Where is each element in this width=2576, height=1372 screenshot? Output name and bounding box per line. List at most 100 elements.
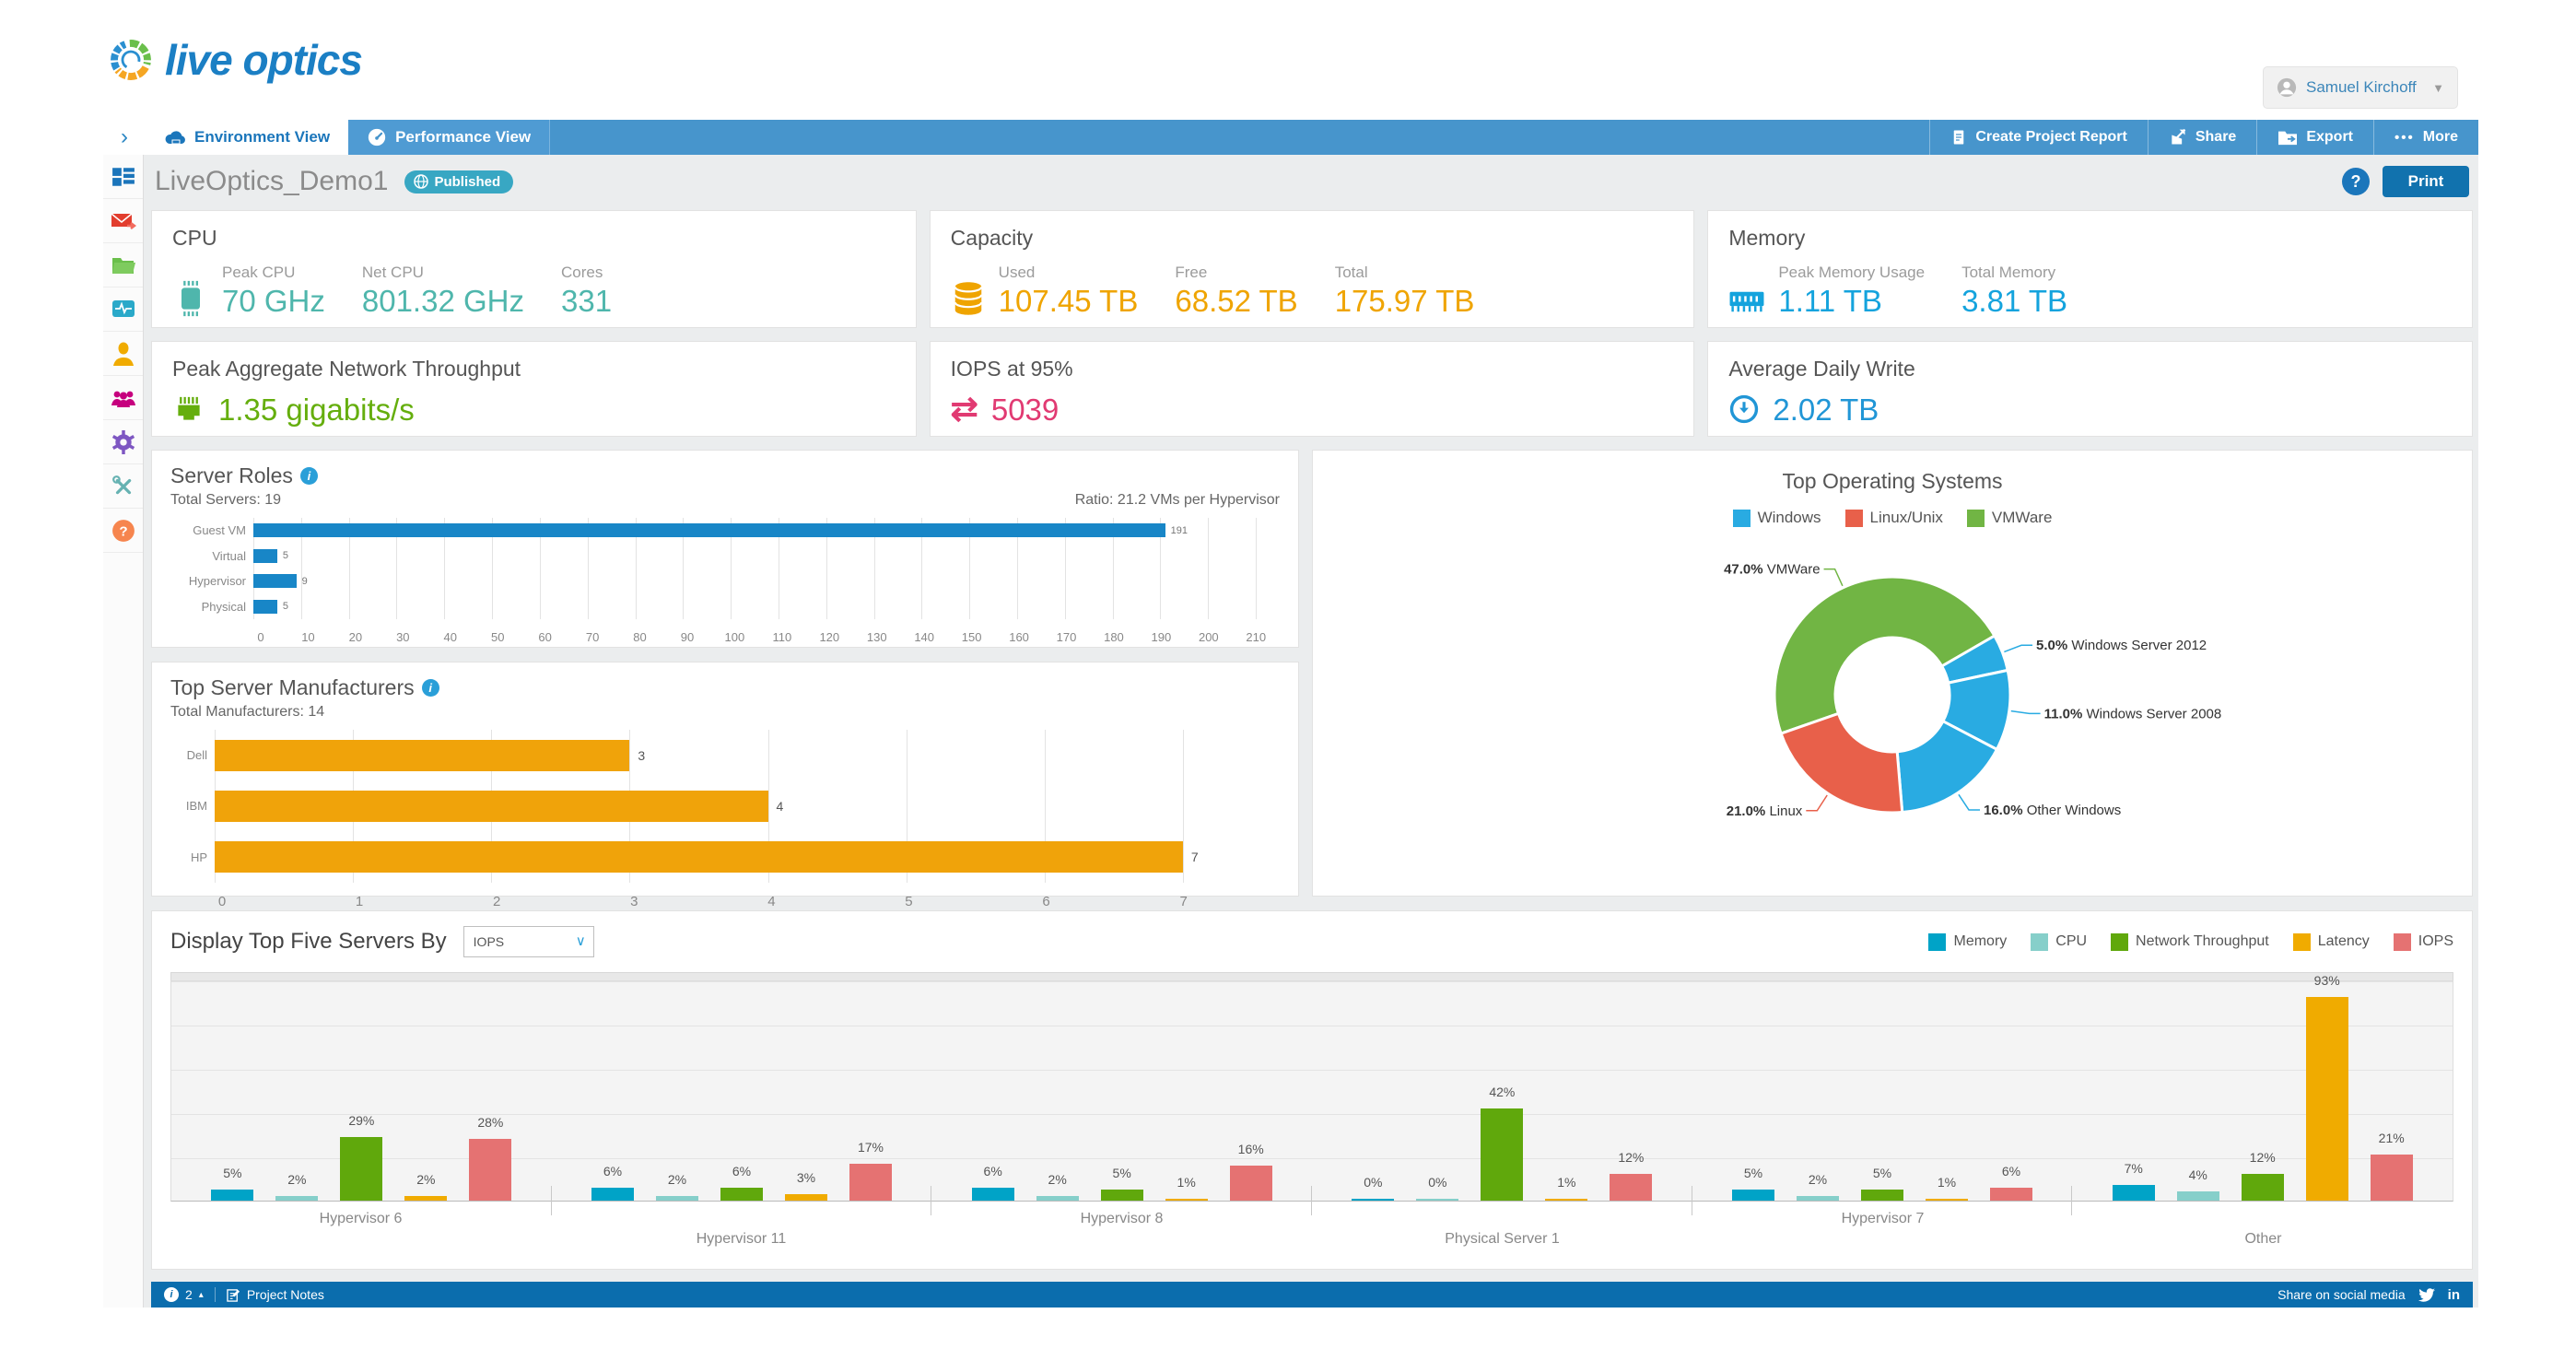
top-servers-category-labels: Hypervisor 6 Hypervisor 11 Hypervisor 8 Phy…	[170, 1202, 2453, 1255]
navbar-spacer	[550, 120, 1929, 155]
bar-value-label: 5	[282, 601, 289, 613]
axis-tick-label: 180	[1104, 630, 1124, 644]
top-servers-metric-select[interactable]: IOPS	[463, 926, 594, 957]
donut-slice	[1773, 575, 1996, 736]
project-notes-button[interactable]: Project Notes	[227, 1287, 324, 1302]
chart-scrollbar[interactable]	[170, 972, 2453, 980]
group-label: Other	[2244, 1231, 2282, 1247]
export-folder-icon	[2278, 131, 2298, 146]
action-label: Create Project Report	[1975, 129, 2127, 145]
mail-icon	[110, 212, 136, 229]
more-button[interactable]: ••• More	[2373, 120, 2478, 155]
top-servers-panel: Display Top Five Servers By IOPS ∨ Memor…	[151, 910, 2473, 1270]
card-title: Average Daily Write	[1728, 357, 1915, 381]
arrows-left-right-icon: ⇄	[950, 390, 978, 428]
metric-value: 1.35 gigabits/s	[218, 393, 415, 427]
donut-slice	[1779, 711, 1904, 815]
legend-item: Network Throughput	[2111, 932, 2269, 951]
bar: 5%	[211, 1166, 254, 1201]
bar-value-label: 12%	[2249, 1150, 2276, 1166]
document-icon	[1954, 130, 1964, 145]
sidebar-item-team[interactable]	[103, 376, 143, 420]
sidebar-item-dashboard[interactable]	[103, 155, 143, 199]
legend-item: Latency	[2292, 932, 2370, 951]
metric-label: Peak Memory Usage	[1778, 264, 1926, 281]
bar	[253, 599, 277, 614]
twitter-icon[interactable]	[2418, 1287, 2435, 1302]
donut-slice-label: 11.0% Windows Server 2008	[2044, 706, 2222, 721]
grid-line	[1256, 518, 1258, 619]
info-icon[interactable]: i	[299, 467, 318, 485]
sidebar-item-help[interactable]: ?	[103, 509, 143, 553]
sidebar-item-user[interactable]	[103, 332, 143, 376]
grid-line	[1160, 518, 1162, 619]
bar: 6%	[591, 1164, 634, 1201]
page-title: LiveOptics_Demo1	[155, 166, 389, 196]
user-menu[interactable]: Samuel Kirchoff ▼	[2263, 66, 2458, 109]
bar-value-label: 16%	[1237, 1141, 1264, 1156]
grid-line	[1017, 518, 1019, 619]
axis-tick-label: 80	[633, 630, 647, 644]
legend-label: Latency	[2317, 933, 2370, 949]
grid-line	[731, 518, 732, 619]
bar-value-label: 1%	[1177, 1174, 1196, 1190]
network-throughput-card: Peak Aggregate Network Throughput 1.35 g…	[151, 341, 917, 437]
top-operating-systems-panel: Top Operating Systems Windows Linux/Unix V…	[1312, 450, 2473, 897]
print-button[interactable]: Print	[2383, 166, 2469, 197]
export-button[interactable]: Export	[2256, 120, 2373, 155]
axis-tick-label: 210	[1246, 630, 1267, 644]
manufacturers-panel: Top Server Manufacturers i Total Manufac…	[151, 662, 1299, 909]
action-label: More	[2422, 129, 2458, 145]
notes-icon	[227, 1288, 240, 1302]
donut-slice-label: 5.0% Windows Server 2012	[2036, 638, 2207, 653]
sidebar-item-mail[interactable]	[103, 199, 143, 243]
action-label: Export	[2306, 129, 2353, 145]
globe-icon	[414, 174, 429, 189]
legend-label: Linux/Unix	[1869, 509, 1943, 526]
notes-count-toggle[interactable]: i 2 ▴	[164, 1287, 204, 1302]
sidebar-collapse-button[interactable]: ›	[103, 120, 146, 155]
grid-line	[683, 518, 685, 619]
main-area: ? LiveOptics_Demo1 Published ? Pri	[103, 155, 2478, 1308]
grid-line	[253, 518, 254, 619]
linkedin-icon[interactable]: in	[2447, 1286, 2460, 1303]
chart-row: 5	[253, 548, 1280, 563]
bar-value-label: 6%	[732, 1163, 752, 1179]
tab-environment-view[interactable]: Environment View	[146, 120, 349, 155]
bar: 2%	[1036, 1172, 1079, 1201]
bar-value-label: 0%	[1428, 1175, 1447, 1190]
dashboard-icon	[111, 167, 135, 186]
legend-item: IOPS	[2393, 932, 2453, 951]
server-roles-axis: 0 10 20 30 40 50 60 70 80 90 100 110 120 130 140 150 160…	[257, 627, 1280, 647]
card-title: Memory	[1728, 226, 1806, 250]
group-label: Hypervisor 11	[696, 1231, 787, 1247]
bar-value-label: 7%	[2124, 1161, 2143, 1177]
axis-tick-label: 120	[819, 630, 840, 644]
bar-value-label: 4	[776, 798, 784, 814]
category-label: IBM	[185, 799, 207, 814]
help-button[interactable]: ?	[2342, 168, 2370, 195]
top-servers-title: Display Top Five Servers By	[170, 929, 447, 954]
sidebar-item-projects-folder[interactable]	[103, 243, 143, 287]
metric-label: Used	[998, 264, 1036, 281]
share-button[interactable]: Share	[2147, 120, 2256, 155]
grid-line	[587, 518, 589, 619]
legend-swatch	[1732, 509, 1751, 527]
info-icon[interactable]: i	[421, 679, 439, 697]
create-project-report-button[interactable]: Create Project Report	[1929, 120, 2148, 155]
axis-tick-label: 150	[961, 630, 982, 644]
sidebar-item-tools[interactable]	[103, 464, 143, 509]
axis-tick-label: 50	[490, 630, 505, 644]
sidebar-item-settings[interactable]	[103, 420, 143, 464]
tab-performance-view[interactable]: Performance View	[348, 120, 551, 155]
metric-value: 5039	[990, 393, 1060, 427]
footer-bar: i 2 ▴ Project Notes Share on social medi…	[151, 1282, 2473, 1308]
sidebar-item-monitor[interactable]	[103, 287, 143, 332]
gear-icon	[111, 429, 135, 454]
share-icon	[2172, 128, 2186, 145]
capacity-metrics: Used 107.45 TB Free 68.52 TB Total 175.97 T…	[999, 264, 1475, 319]
metric-value: 801.32 GHz	[361, 284, 524, 318]
tools-icon	[111, 475, 131, 494]
label-leader-line	[2004, 644, 2033, 653]
